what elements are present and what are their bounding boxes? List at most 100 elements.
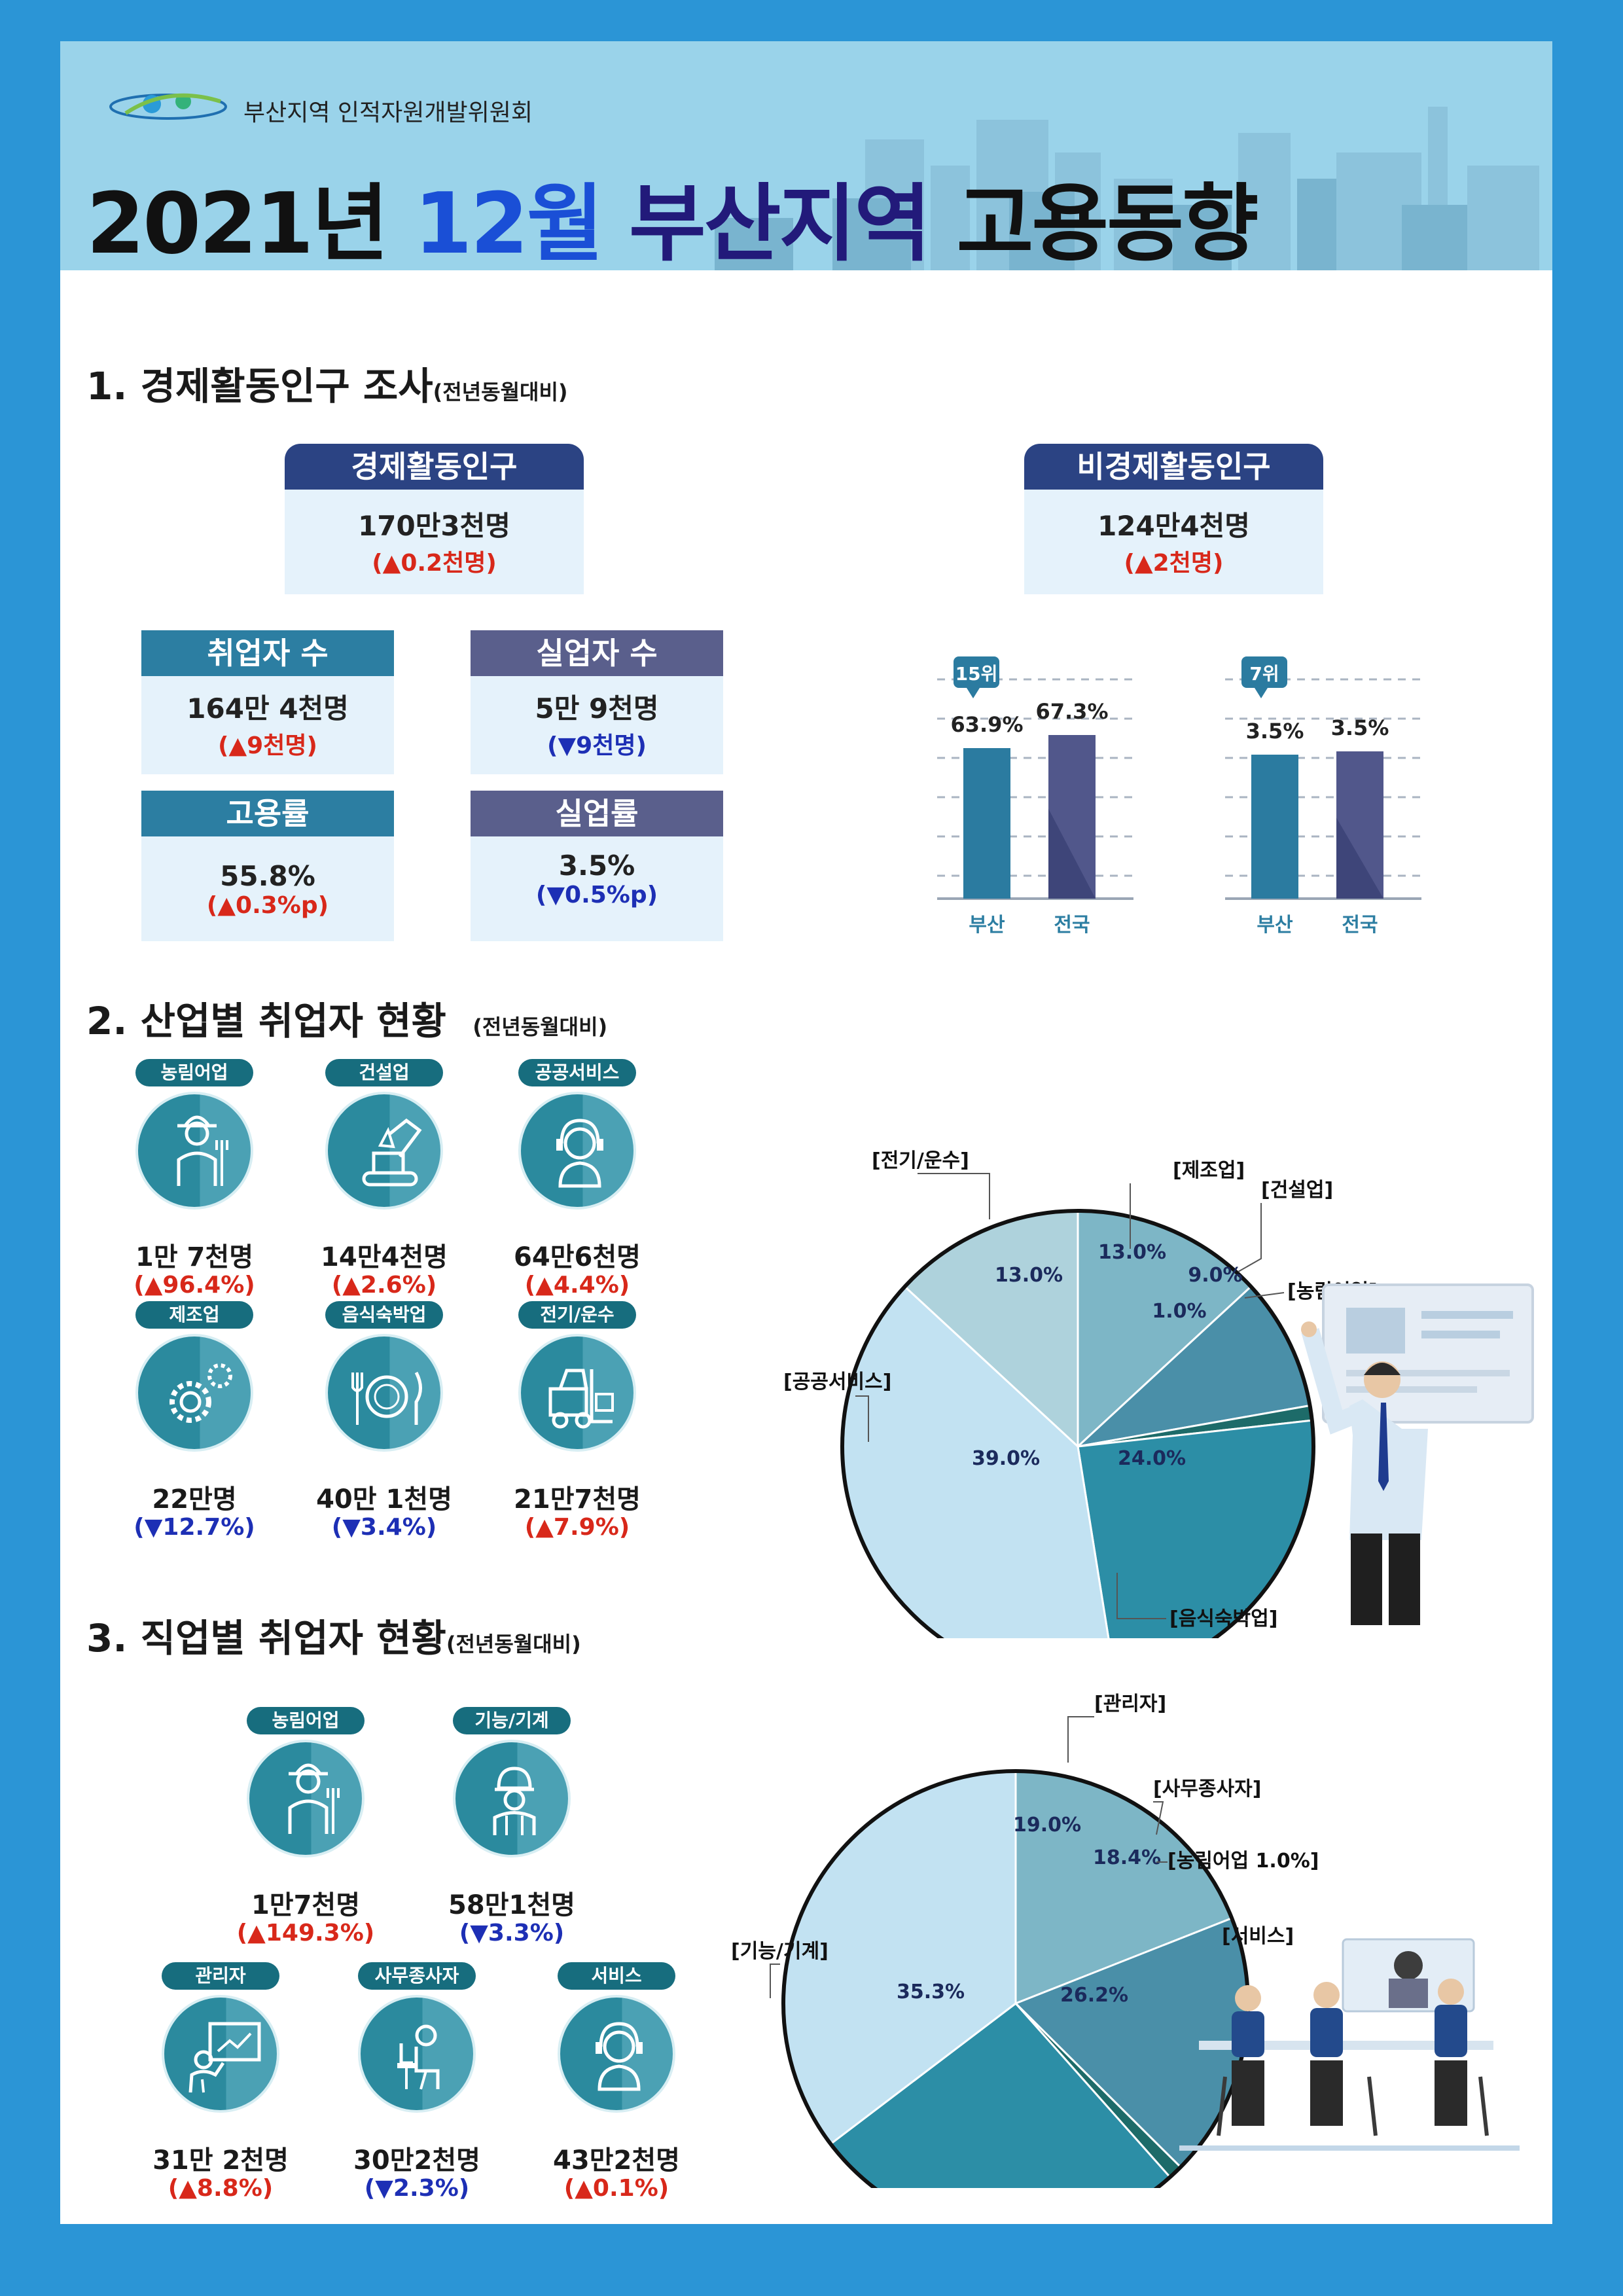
unemployed-header: 실업자 수 [471,630,723,676]
occupation-change: (▲8.8%) [168,2175,274,2202]
rank-label: 7위 [1249,663,1279,685]
pie-category-label: [공공서비스] [783,1371,891,1393]
occupation-icon-circle [162,1995,279,2113]
title-region: 부산지역 [629,175,931,270]
title-tail: 고용동향 [956,175,1259,270]
industry-icon-circle [325,1092,443,1210]
pie-category-label: [음식숙박업] [1169,1607,1277,1630]
industry-icon-circle [518,1092,636,1210]
pie-leader-line [855,1395,869,1442]
bar-category-label: 부산 [969,914,1005,937]
active-pop-header: 경제활동인구 [285,444,584,490]
occupation-icon-circle [247,1740,365,1857]
industry-change: (▼3.4%) [331,1514,437,1541]
pie-value-label: 24.0% [1118,1447,1186,1470]
forklift-icon [548,1369,614,1429]
bar-부산 [963,748,1010,899]
organization-logo [109,93,227,120]
pie-value-label: 9.0% [1188,1264,1242,1287]
industry-icon-circle [135,1092,253,1210]
pie-category-label: [기능/기계] [731,1940,829,1963]
occupation-icon-circle [358,1995,476,2113]
occupation-label: 농림어업 [247,1707,365,1734]
page-title: 2021년 12월 부산지역 고용동향 [86,156,1259,270]
bar-value-label: 63.9% [950,712,1023,737]
dining-icon [351,1371,422,1425]
headset-icon [596,2022,643,2091]
excavator-icon [362,1118,422,1187]
meeting-illustration [1179,1938,1520,2151]
bar-shade [1048,808,1096,899]
bar-category-label: 전국 [1054,914,1090,937]
occupation-icon-circle [453,1740,571,1857]
inactive-pop-box: 124만4천명 (▲2천명) [1024,490,1323,594]
pie-value-label: 19.0% [1013,1814,1081,1837]
occupation-label: 기능/기계 [453,1707,571,1734]
industry-value: 22만명 [152,1484,237,1515]
pie-leader-line [1153,1801,1164,1835]
emp-rate-box: 55.8% (▲0.3%p) [141,836,394,941]
section1-subtitle: (전년동월대비) [433,380,568,404]
emp-rate-value: 55.8% [220,860,315,892]
worker-icon [493,1767,536,1835]
emp-rate-change: (▲0.3%p) [206,892,329,919]
occupation-value: 30만2천명 [353,2145,480,2176]
active-pop-box: 170만3천명 (▲0.2천명) [285,490,584,594]
header-banner: 부산지역 인적자원개발위원회 2021년 12월 부산지역 고용동향 [60,41,1552,270]
bar-shade [1336,817,1383,899]
pie-leader-line [1116,1573,1166,1619]
rank-badge [1241,656,1287,688]
pie-value-label: 1.0% [1152,1300,1206,1323]
pie-leader-line [1238,1203,1262,1272]
gears-icon [169,1363,232,1423]
industry-icon-circle [135,1334,253,1452]
pie-value-label: 26.2% [1060,1984,1128,2007]
unemployed-value: 5만 9천명 [535,692,659,725]
pie-value-label: 39.0% [972,1447,1040,1470]
industry-label: 전기/운수 [518,1301,636,1329]
section2-subtitle: (전년동월대비) [473,1014,608,1039]
industry-label: 공공서비스 [518,1059,636,1086]
inactive-pop-change: (▲2천명) [1124,550,1224,577]
occupation-change: (▲0.1%) [563,2175,669,2202]
employed-value: 164만 4천명 [187,692,349,725]
emp-rate-header: 고용률 [141,791,394,836]
industry-change: (▲96.4%) [134,1272,255,1299]
occupation-label: 서비스 [558,1962,675,1990]
employed-change: (▲9천명) [218,732,317,759]
industry-label: 농림어업 [135,1059,253,1086]
pie-value-label: 35.3% [897,1981,965,2003]
inactive-pop-value: 124만4천명 [1097,510,1250,542]
bar-category-label: 부산 [1257,914,1293,937]
occupation-label: 사무종사자 [358,1962,476,1990]
industry-value: 21만7천명 [514,1484,641,1515]
pie-value-label: 13.0% [995,1264,1063,1287]
occupation-change: (▼3.3%) [459,1920,565,1946]
industry-label: 제조업 [135,1301,253,1329]
pie-category-label: [건설업] [1261,1179,1333,1202]
pie-leader-line [1244,1292,1285,1299]
bar-category-label: 전국 [1342,914,1378,937]
pie-leader-line [1067,1716,1094,1763]
farmer-icon [288,1763,340,1834]
rank-badge [954,656,999,688]
occupation-change: (▲149.3%) [236,1920,375,1946]
employed-header: 취업자 수 [141,630,394,676]
occupation-value: 31만 2천명 [152,2145,289,2176]
active-pop-change: (▲0.2천명) [372,550,497,577]
pie-category-label: [전기/운수] [872,1149,969,1172]
pie-leader-line [770,1964,780,1998]
inactive-pop-header: 비경제활동인구 [1024,444,1323,490]
occupation-value: 43만2천명 [553,2145,680,2176]
section3-title: 3. 직업별 취업자 현황(전년동월대비) [86,1607,581,1662]
section3-subtitle: (전년동월대비) [446,1632,581,1657]
rank-badge-tail [967,688,980,698]
bar-부산 [1251,755,1298,899]
section1-title-text: 1. 경제활동인구 조사 [86,364,433,408]
bar-value-label: 67.3% [1035,699,1108,724]
occupation-change: (▼2.3%) [364,2175,470,2202]
employed-box: 164만 4천명 (▲9천명) [141,676,394,774]
section3-title-text: 3. 직업별 취업자 현황 [86,1616,446,1660]
organization-name: 부산지역 인적자원개발위원회 [243,99,533,126]
